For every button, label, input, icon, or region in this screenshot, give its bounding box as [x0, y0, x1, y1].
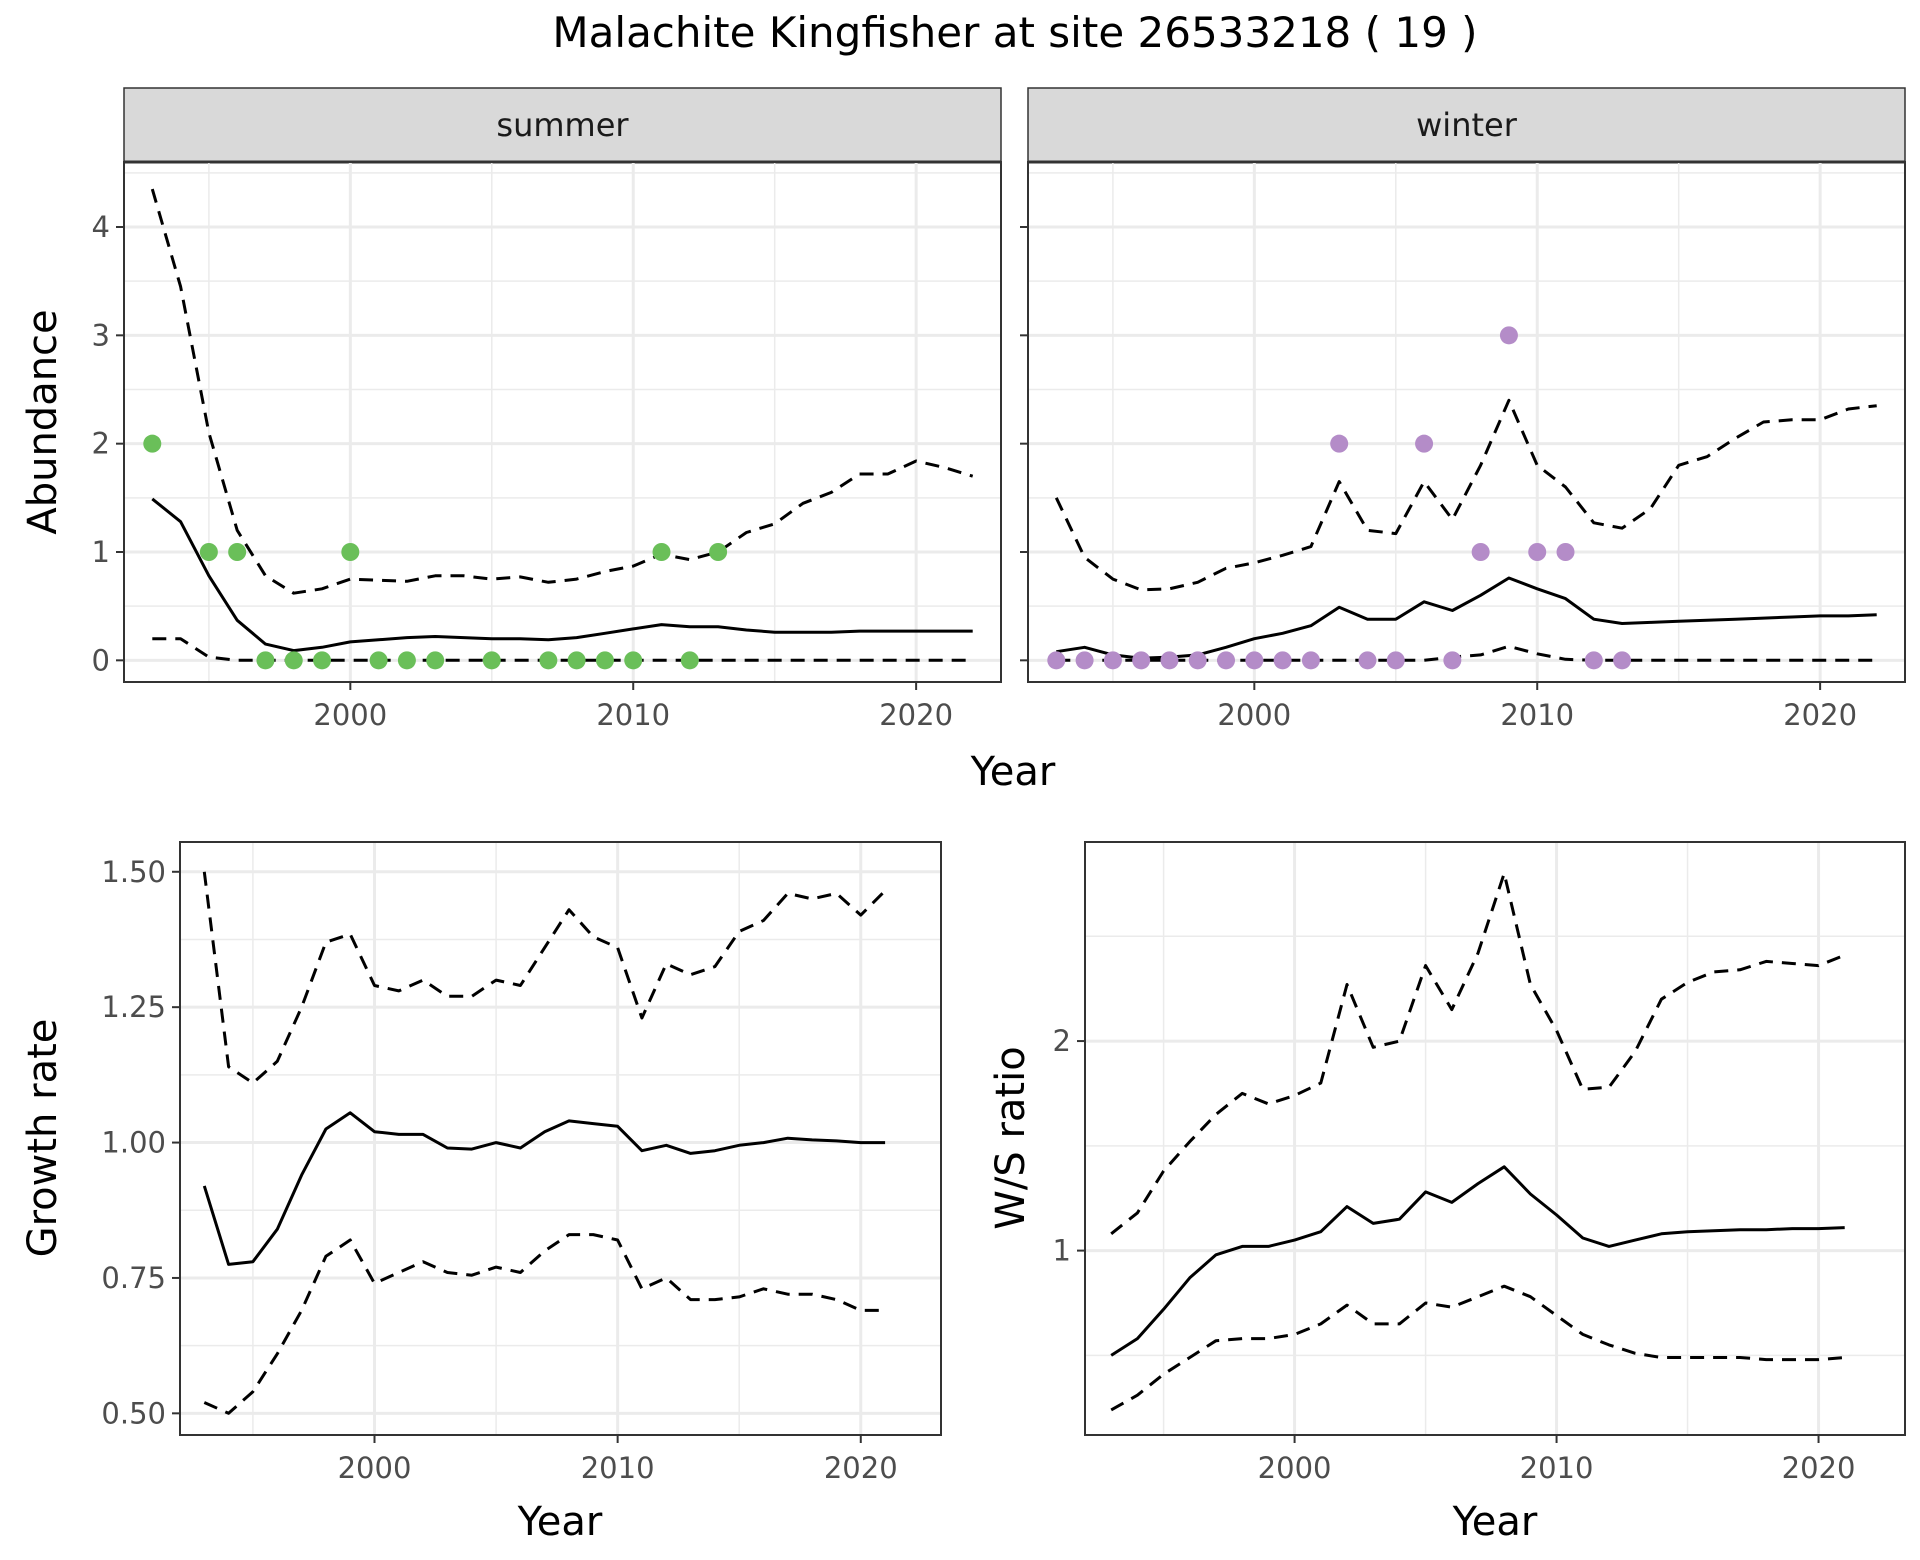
y-tick-label: 0 — [92, 643, 110, 677]
x-tick-label: 2020 — [879, 698, 953, 732]
observation-point-summer — [143, 434, 162, 453]
observation-point-winter — [1415, 434, 1434, 453]
x-tick-label: 2020 — [824, 1451, 898, 1485]
x-tick-label: 2020 — [1782, 1451, 1856, 1485]
observation-point-summer — [652, 543, 671, 561]
observation-point-winter — [1245, 651, 1264, 670]
panel-ratio: 2000 2010 2020 1 2 W/S ratio Year — [988, 841, 1906, 1545]
observation-point-summer — [595, 651, 614, 670]
y-tick-label: 4 — [92, 210, 110, 244]
observation-point-winter — [1584, 651, 1603, 670]
observation-point-winter — [1386, 651, 1405, 670]
observation-point-winter — [1528, 543, 1547, 561]
figure-title: Malachite Kingfisher at site 26533218 ( … — [552, 8, 1477, 57]
observation-point-summer — [341, 543, 360, 561]
panel-border-winter — [1027, 161, 1906, 683]
observation-point-winter — [1217, 651, 1236, 670]
observation-point-winter — [1499, 326, 1518, 345]
x-axis-label-ratio: Year — [1452, 1499, 1538, 1545]
x-tick-label: 2010 — [581, 1451, 655, 1485]
series-upper-line-winter — [1054, 398, 1877, 592]
x-tick-label: 2000 — [313, 698, 387, 732]
series-upper-line-growth — [202, 871, 887, 1085]
observation-point-summer — [284, 651, 303, 670]
observation-point-summer — [567, 651, 586, 670]
y-tick-label: 1 — [1053, 1234, 1071, 1268]
observation-point-winter — [1188, 651, 1207, 670]
observation-point-summer — [313, 651, 332, 670]
observation-point-summer — [397, 651, 416, 670]
observation-point-winter — [1075, 651, 1094, 670]
y-axis-label-ratio: W/S ratio — [988, 1046, 1034, 1229]
observation-point-winter — [1301, 651, 1320, 670]
observation-point-summer — [539, 651, 558, 670]
y-tick-label: 1 — [92, 535, 110, 569]
observation-point-winter — [1160, 651, 1179, 670]
x-tick-label: 2010 — [1520, 1451, 1594, 1485]
panel-border-ratio — [1084, 841, 1906, 1436]
x-tick-label: 2010 — [596, 698, 670, 732]
observation-point-summer — [256, 651, 275, 670]
observation-point-winter — [1047, 651, 1066, 670]
x-tick-label: 2000 — [1217, 698, 1291, 732]
y-tick-label: 1.50 — [101, 855, 166, 889]
strip-label-winter: winter — [1416, 106, 1518, 144]
observation-point-winter — [1273, 651, 1292, 670]
observation-point-winter — [1613, 651, 1632, 670]
series-mean-line-growth — [202, 1111, 886, 1266]
series-mean-line-winter — [1056, 576, 1877, 660]
y-tick-label: 0.50 — [101, 1396, 166, 1430]
x-tick-label: 2020 — [1783, 698, 1857, 732]
y-tick-label: 2 — [1053, 1024, 1071, 1058]
strip-summer — [123, 87, 1002, 163]
observation-point-summer — [426, 651, 445, 670]
observation-point-summer — [624, 651, 643, 670]
gridlines-growth — [180, 842, 941, 1435]
observation-point-winter — [1103, 651, 1122, 670]
gridlines-summer — [124, 162, 1001, 682]
y-tick-label: 3 — [92, 318, 110, 352]
observation-point-winter — [1132, 651, 1151, 670]
observation-point-winter — [1471, 543, 1490, 561]
x-tick-label: 2000 — [338, 1451, 412, 1485]
y-tick-label: 2 — [92, 427, 110, 461]
panel-growth: 2000 2010 2020 0.50 0.75 1.00 1.25 1.50 Growth r… — [20, 841, 942, 1545]
observation-point-summer — [228, 543, 247, 561]
x-axis-label-growth: Year — [517, 1499, 603, 1545]
observation-point-winter — [1330, 434, 1349, 453]
observation-point-summer — [482, 651, 501, 670]
observation-point-winter — [1556, 543, 1575, 561]
series-lower-line-ratio — [1110, 1284, 1845, 1412]
strip-label-summer: summer — [496, 106, 629, 144]
y-tick-label: 0.75 — [101, 1261, 166, 1295]
panel-summer: summer 2000 2010 2020 0 1 2 3 4 Abundance — [20, 87, 1002, 732]
x-tick-label: 2010 — [1500, 698, 1574, 732]
y-tick-label: 1.00 — [101, 1126, 166, 1160]
panel-border-growth — [179, 841, 942, 1436]
series-lower-line-growth — [203, 1233, 886, 1415]
y-tick-label: 1.25 — [101, 990, 166, 1024]
observation-point-summer — [369, 651, 388, 670]
y-axis-label-growth: Growth rate — [20, 1019, 66, 1258]
observation-point-summer — [199, 543, 218, 561]
observation-point-winter — [1443, 651, 1462, 670]
observation-point-winter — [1358, 651, 1377, 670]
series-upper-line-ratio — [1110, 871, 1846, 1235]
shared-x-axis-label: Year — [970, 749, 1056, 795]
series-mean-line-ratio — [1110, 1165, 1845, 1357]
panel-winter: winter 2000 2010 2020 — [1020, 87, 1906, 732]
y-axis-label-summer: Abundance — [20, 309, 66, 534]
series-lower-line-winter — [1056, 644, 1877, 662]
observation-point-summer — [709, 543, 728, 561]
x-tick-label: 2000 — [1258, 1451, 1332, 1485]
series-lower-line-summer — [152, 637, 973, 662]
series-mean-line-summer — [151, 497, 973, 653]
gridlines-ratio — [1085, 842, 1905, 1435]
panel-border-summer — [123, 161, 1002, 683]
series-upper-line-summer — [150, 188, 974, 595]
observation-point-summer — [680, 651, 699, 670]
